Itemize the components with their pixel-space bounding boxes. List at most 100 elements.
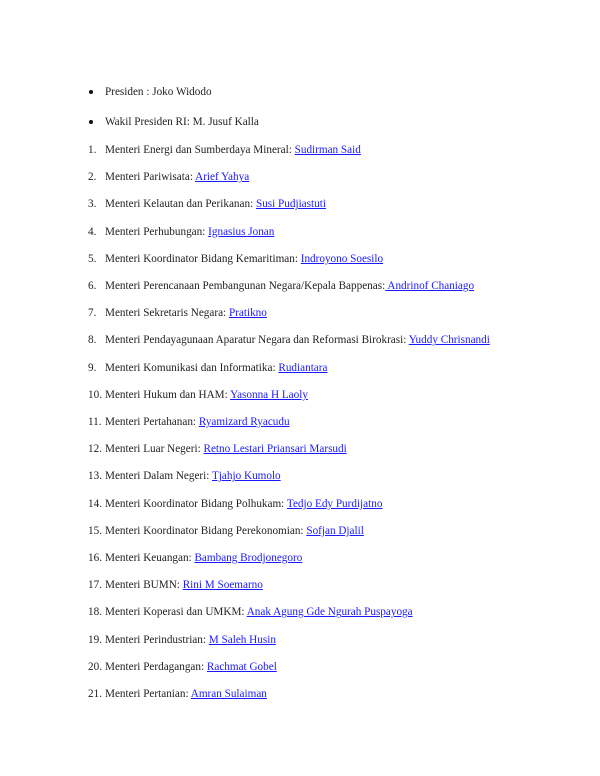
minister-title: Menteri Energi dan Sumberdaya Mineral: xyxy=(105,144,295,156)
minister-name-link[interactable]: Ryamizard Ryacudu xyxy=(198,416,290,428)
minister-name-link[interactable]: Arief Yahya xyxy=(195,171,250,184)
list-item: 12. Menteri Luar Negeri: Retno Lestari Pr… xyxy=(0,442,600,456)
bullet-text: Presiden : Joko Widodo xyxy=(105,86,212,98)
list-number: 11. xyxy=(88,416,102,428)
minister-title: Menteri Koordinator Bidang Perekonomian: xyxy=(105,524,307,537)
list-number: 5. xyxy=(88,252,97,265)
minister-name-link[interactable]: Tedjo Edy Purdijatno xyxy=(286,497,383,510)
list-text: Menteri Energi dan Sumberdaya Mineral: S… xyxy=(105,143,361,157)
list-number: 16. xyxy=(88,552,102,564)
list-number: 2. xyxy=(88,171,97,184)
bullet-item: Wakil Presiden RI: M. Jusuf Kalla xyxy=(0,115,600,129)
list-text: Menteri Perencanaan Pembangunan Negara/K… xyxy=(105,279,474,293)
minister-title: Menteri Sekretaris Negara: xyxy=(105,307,229,320)
list-text: Menteri Koordinator Bidang Polhukam: Ted… xyxy=(105,497,382,511)
list-item: 16. Menteri Keuangan: Bambang Brodjonegor… xyxy=(0,551,600,565)
minister-title: Menteri Perindustrian: xyxy=(105,633,209,646)
list-item: 3. Menteri Kelautan dan Perikanan: Susi P… xyxy=(0,197,600,211)
bullet-icon xyxy=(89,120,93,124)
minister-name-link[interactable]: Sudirman Said xyxy=(294,144,361,156)
list-text: Menteri Pertahanan: Ryamizard Ryacudu xyxy=(105,415,290,429)
list-text: Menteri Perhubungan: Ignasius Jonan xyxy=(105,225,274,239)
list-number: 13. xyxy=(88,470,102,483)
minister-name-link[interactable]: Pratikno xyxy=(228,307,267,320)
minister-title: Menteri Pariwisata: xyxy=(105,171,196,184)
minister-title: Menteri Pertanian: xyxy=(105,688,191,700)
list-number: 9. xyxy=(88,361,97,374)
minister-title: Menteri Koperasi dan UMKM: xyxy=(105,606,247,619)
list-number: 19. xyxy=(88,633,102,646)
minister-name-link[interactable]: Rini M Soemarno xyxy=(182,579,263,592)
list-number: 20. xyxy=(88,660,102,673)
minister-name-link[interactable]: Yasonna H Laoly xyxy=(230,388,308,401)
minister-title: Menteri Perhubungan: xyxy=(105,225,209,238)
list-item: 9. Menteri Komunikasi dan Informatika: Ru… xyxy=(0,361,600,375)
list-item: 5. Menteri Koordinator Bidang Kemaritiman… xyxy=(0,252,600,266)
list-number: 1. xyxy=(88,144,97,156)
minister-name-link[interactable]: Retno Lestari Priansari Marsudi xyxy=(203,443,347,456)
minister-name-link[interactable]: Tjahjo Kumolo xyxy=(211,470,281,483)
list-number: 4. xyxy=(88,225,97,238)
list-item: 21. Menteri Pertanian: Amran Sulaiman xyxy=(0,687,600,701)
list-text: Menteri Dalam Negeri: Tjahjo Kumolo xyxy=(105,469,281,483)
list-item: 1. Menteri Energi dan Sumberdaya Mineral:… xyxy=(0,143,600,157)
minister-name-link[interactable]: Yuddy Chrisnandi xyxy=(408,334,490,347)
list-number: 6. xyxy=(88,280,97,292)
minister-name-link[interactable]: Andrinof Chaniago xyxy=(385,280,475,292)
minister-name-link[interactable]: Bambang Brodjonegoro xyxy=(194,552,303,564)
list-text: Menteri Pariwisata: Arief Yahya xyxy=(105,170,249,184)
list-text: Menteri Pertanian: Amran Sulaiman xyxy=(105,687,267,701)
minister-title: Menteri Dalam Negeri: xyxy=(105,470,212,483)
list-item: 10. Menteri Hukum dan HAM: Yasonna H Laol… xyxy=(0,388,600,402)
minister-name-link[interactable]: Indroyono Soesilo xyxy=(300,252,384,265)
list-item: 4. Menteri Perhubungan: Ignasius Jonan xyxy=(0,225,600,239)
list-text: Menteri Pendayagunaan Aparatur Negara da… xyxy=(105,333,490,347)
list-item: 2. Menteri Pariwisata: Arief Yahya xyxy=(0,170,600,184)
minister-name-link[interactable]: Susi Pudjiastuti xyxy=(255,198,326,211)
list-text: Menteri Keuangan: Bambang Brodjonegoro xyxy=(105,551,302,565)
list-text: Menteri Koordinator Bidang Perekonomian:… xyxy=(105,524,364,538)
minister-title: Menteri Kelautan dan Perikanan: xyxy=(105,198,256,211)
minister-name-link[interactable]: Ignasius Jonan xyxy=(208,225,275,238)
list-number: 21. xyxy=(88,688,102,700)
list-number: 3. xyxy=(88,198,97,211)
list-text: Menteri Sekretaris Negara: Pratikno xyxy=(105,306,267,320)
list-text: Menteri Hukum dan HAM: Yasonna H Laoly xyxy=(105,388,308,402)
list-item: 19. Menteri Perindustrian: M Saleh Husin xyxy=(0,633,600,647)
list-text: Menteri Koperasi dan UMKM: Anak Agung Gd… xyxy=(105,605,413,619)
minister-title: Menteri Koordinator Bidang Kemaritiman: xyxy=(105,252,301,265)
list-text: Menteri Kelautan dan Perikanan: Susi Pud… xyxy=(105,197,326,211)
list-number: 15. xyxy=(88,524,102,537)
minister-title: Menteri Pertahanan: xyxy=(105,416,199,428)
list-number: 8. xyxy=(88,334,97,347)
minister-title: Menteri Keuangan: xyxy=(105,552,195,564)
list-item: 17. Menteri BUMN: Rini M Soemarno xyxy=(0,578,600,592)
list-item: 14. Menteri Koordinator Bidang Polhukam: … xyxy=(0,497,600,511)
list-item: 20. Menteri Perdagangan: Rachmat Gobel xyxy=(0,660,600,674)
list-number: 14. xyxy=(88,497,102,510)
minister-title: Menteri Perencanaan Pembangunan Negara/K… xyxy=(105,280,386,292)
list-item: 15. Menteri Koordinator Bidang Perekonomi… xyxy=(0,524,600,538)
minister-name-link[interactable]: Sofjan Djalil xyxy=(306,524,364,537)
list-item: 6. Menteri Perencanaan Pembangunan Negara… xyxy=(0,279,600,293)
list-item: 11. Menteri Pertahanan: Ryamizard Ryacudu xyxy=(0,415,600,429)
list-text: Menteri BUMN: Rini M Soemarno xyxy=(105,578,263,592)
minister-title: Menteri BUMN: xyxy=(105,579,183,592)
list-number: 18. xyxy=(88,606,102,619)
minister-name-link[interactable]: Rachmat Gobel xyxy=(206,660,277,673)
minister-name-link[interactable]: Amran Sulaiman xyxy=(190,688,267,700)
minister-title: Menteri Pendayagunaan Aparatur Negara da… xyxy=(105,334,409,347)
list-number: 7. xyxy=(88,307,97,320)
list-text: Menteri Perindustrian: M Saleh Husin xyxy=(105,633,276,647)
minister-name-link[interactable]: Anak Agung Gde Ngurah Puspayoga xyxy=(246,606,413,619)
minister-name-link[interactable]: M Saleh Husin xyxy=(208,633,276,646)
minister-name-link[interactable]: Rudiantara xyxy=(278,361,328,374)
list-number: 10. xyxy=(88,388,102,401)
list-text: Menteri Luar Negeri: Retno Lestari Prian… xyxy=(105,442,347,456)
minister-title: Menteri Perdagangan: xyxy=(105,660,207,673)
list-item: 8. Menteri Pendayagunaan Aparatur Negara … xyxy=(0,333,600,347)
list-item: 18. Menteri Koperasi dan UMKM: Anak Agung… xyxy=(0,605,600,619)
list-item: 13. Menteri Dalam Negeri: Tjahjo Kumolo xyxy=(0,469,600,483)
list-number: 12. xyxy=(88,443,102,456)
minister-title: Menteri Hukum dan HAM: xyxy=(105,388,231,401)
